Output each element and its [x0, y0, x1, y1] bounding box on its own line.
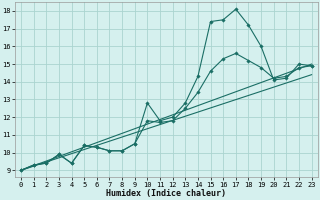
X-axis label: Humidex (Indice chaleur): Humidex (Indice chaleur): [106, 189, 226, 198]
